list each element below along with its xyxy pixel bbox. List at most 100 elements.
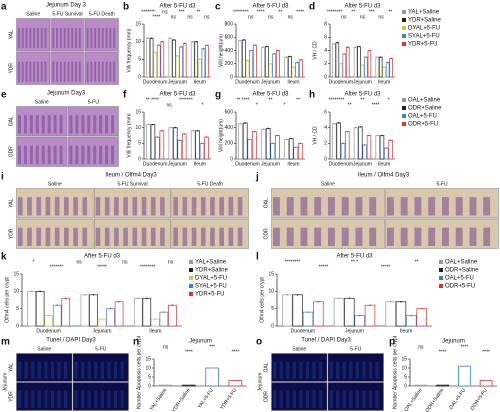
data-dot: [376, 134, 379, 137]
chart-title: After 5-FU d3: [252, 4, 289, 10]
bar: [158, 384, 173, 387]
tissue-texture: [328, 227, 335, 246]
tissue-texture: [342, 390, 346, 409]
tissue-texture: [63, 28, 66, 49]
tissue-texture: [81, 115, 85, 134]
panel-letter: e: [1, 90, 7, 101]
tissue-texture: [59, 115, 63, 134]
tissue-texture: [141, 227, 147, 246]
data-dot: [64, 297, 67, 300]
bar: [366, 135, 372, 160]
bar: [146, 37, 150, 78]
tissue-texture: [414, 197, 422, 216]
y-tick-label: 800: [225, 21, 234, 27]
tissue-texture: [25, 28, 28, 49]
tissue-texture: [59, 145, 63, 164]
y-tick-label: 5: [16, 306, 19, 312]
bar: [287, 56, 292, 78]
tissue-texture: [18, 361, 22, 380]
significance: ns: [268, 14, 274, 20]
tissue-texture: [279, 361, 283, 380]
bar: [298, 142, 303, 160]
tissue-texture: [292, 361, 296, 380]
bar: [293, 146, 299, 160]
panel-letter: i: [1, 172, 4, 183]
tissue-texture: [455, 197, 463, 216]
tissue-texture: [59, 28, 62, 49]
tissue-texture: [81, 390, 85, 409]
x-tick-label: Ileum: [378, 161, 390, 167]
data-dot: [39, 290, 41, 293]
x-tick-label: Jejunum: [261, 161, 280, 167]
tissue-texture: [273, 197, 280, 216]
tissue-texture: [93, 145, 97, 164]
significance: **: [351, 9, 355, 15]
data-dot: [137, 297, 140, 300]
significance: *: [202, 102, 204, 108]
data-dot: [342, 142, 344, 145]
significance: *****: [97, 264, 107, 270]
y-tick-label: 400: [225, 48, 234, 54]
tissue-texture: [41, 115, 45, 134]
chart-title: After 5-FU d3: [159, 4, 196, 10]
tissue-texture: [18, 390, 22, 409]
bar: [353, 46, 358, 78]
y-tick-label: 15: [268, 271, 274, 277]
chart-title: After 5-FU d3: [344, 4, 381, 10]
bar: [284, 56, 289, 78]
panel-letter: b: [123, 2, 129, 13]
significance: ns: [171, 14, 177, 20]
tissue-texture: [210, 227, 215, 246]
tissue-texture: [355, 197, 363, 216]
panel-letter: d: [309, 2, 315, 13]
data-dot: [161, 40, 164, 43]
y-axis-label: Olfm4 cells per crypt: [259, 277, 265, 323]
bar: [340, 142, 346, 160]
row-label: YAL: [8, 30, 14, 39]
tissue-texture: [100, 390, 105, 409]
data-dot: [239, 122, 242, 125]
tissue-texture: [27, 227, 32, 246]
tissue-texture: [368, 390, 373, 409]
y-tick-label: 8: [324, 21, 327, 27]
data-dot: [147, 37, 149, 39]
data-dot: [348, 297, 351, 300]
tissue-texture: [141, 197, 147, 216]
tissue-texture: [400, 197, 408, 216]
legend-swatch: [439, 276, 443, 280]
bar: [89, 294, 98, 327]
data-dot: [150, 37, 153, 39]
data-dot: [285, 56, 287, 58]
y-tick-label: 0: [404, 383, 407, 389]
bar: [339, 63, 343, 78]
tissue-texture: [442, 197, 449, 216]
bar: [302, 311, 314, 327]
data-dot: [338, 297, 340, 300]
tissue-texture: [107, 390, 111, 409]
tissue-texture: [57, 361, 61, 380]
data-dot: [346, 46, 349, 48]
significance: ns: [341, 14, 347, 20]
tissue-texture: [86, 28, 89, 49]
data-dot: [361, 64, 364, 66]
x-tick-label: Ileum: [287, 79, 299, 85]
tissue-texture: [73, 197, 78, 216]
bar: [479, 380, 493, 387]
data-dot: [390, 57, 392, 60]
bar: [245, 60, 250, 78]
tissue-texture: [37, 390, 41, 409]
data-dot: [296, 294, 299, 296]
bar: [261, 128, 266, 160]
y-tick-label: 10: [401, 365, 407, 371]
significance: ********: [329, 97, 345, 103]
legend-swatch: [402, 34, 406, 38]
tissue-texture: [483, 227, 491, 246]
tissue-texture: [120, 361, 124, 380]
tissue-texture: [36, 197, 42, 216]
tissue-texture: [279, 390, 283, 409]
bar: [205, 44, 209, 78]
tissue-texture: [328, 197, 335, 216]
bar: [172, 39, 176, 78]
tissue-texture: [300, 197, 308, 216]
bar: [249, 50, 254, 78]
